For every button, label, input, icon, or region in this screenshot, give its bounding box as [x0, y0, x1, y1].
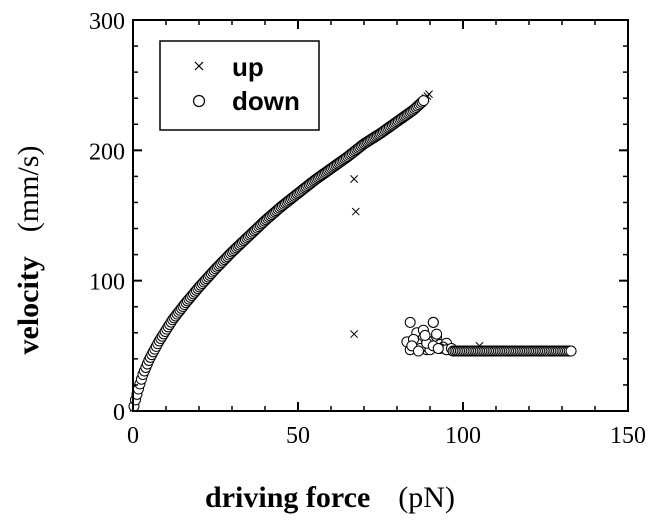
down-point	[412, 345, 424, 357]
y-tick-label: 300	[89, 9, 125, 35]
series-down-marks	[128, 95, 577, 412]
down-point	[419, 329, 431, 341]
y-axis-unit-text: (mm/s)	[12, 146, 45, 233]
legend: up down	[159, 40, 320, 131]
down-point	[431, 328, 443, 340]
up-point	[351, 207, 360, 216]
x-tick-label: 100	[445, 423, 481, 449]
y-tick-label: 0	[113, 400, 125, 426]
y-tick-label: 200	[89, 139, 125, 165]
plot-area-frame	[132, 19, 629, 412]
axis-tick-labels: 0 50 100 150 0 100 200 300	[89, 9, 646, 449]
legend-down-label: down	[232, 86, 300, 116]
series-up-marks	[129, 90, 572, 412]
down-point	[404, 316, 416, 328]
legend-down-marker	[192, 94, 206, 108]
down-point	[427, 316, 439, 328]
legend-box	[159, 40, 320, 131]
up-point	[350, 175, 359, 183]
x-tick-label: 50	[286, 423, 310, 449]
legend-up-marker	[194, 61, 204, 71]
x-tick-label: 150	[610, 423, 646, 449]
y-axis-label-text: velocity	[12, 256, 45, 354]
up-point	[350, 330, 359, 339]
legend-up-label: up	[232, 52, 264, 82]
x-tick-label: 0	[127, 423, 139, 449]
down-point	[432, 342, 444, 354]
axis-ticks	[132, 19, 629, 412]
down-point	[565, 345, 577, 357]
x-axis-unit-text: (pN)	[398, 481, 455, 514]
y-axis-label: velocity (mm/s)	[12, 146, 45, 355]
x-axis-label-text: driving force	[205, 481, 370, 514]
y-tick-label: 100	[89, 270, 125, 296]
down-point	[418, 95, 430, 107]
x-axis-label: driving force (pN)	[205, 481, 455, 514]
